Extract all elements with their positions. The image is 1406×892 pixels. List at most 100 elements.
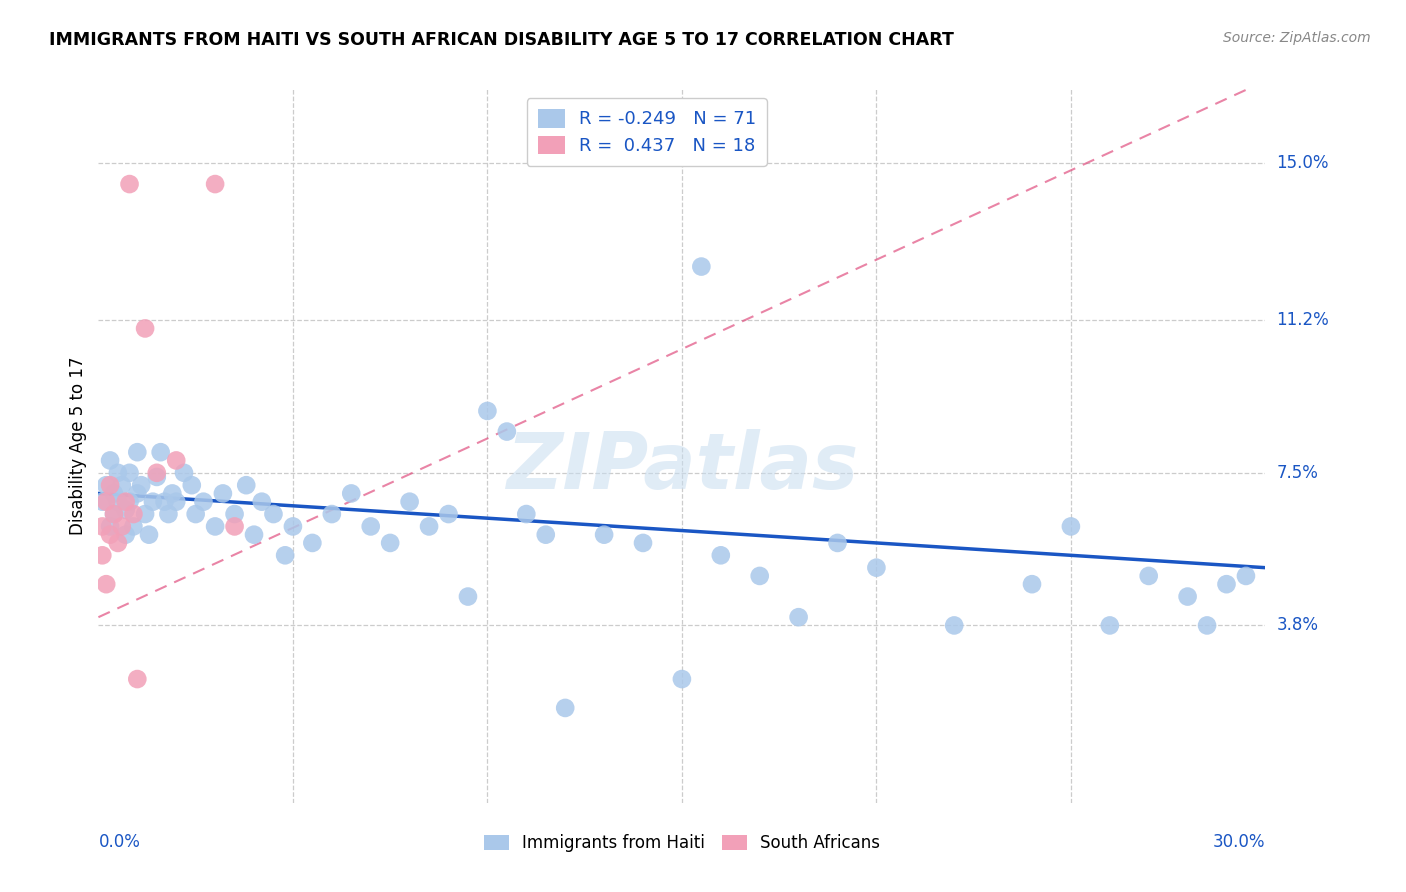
Point — [710, 549, 733, 563]
Point — [107, 466, 129, 480]
Point — [274, 549, 297, 563]
Text: 30.0%: 30.0% — [1213, 833, 1265, 851]
Text: IMMIGRANTS FROM HAITI VS SOUTH AFRICAN DISABILITY AGE 5 TO 17 CORRELATION CHART: IMMIGRANTS FROM HAITI VS SOUTH AFRICAN D… — [49, 31, 955, 49]
Point — [671, 672, 693, 686]
Point — [165, 453, 187, 467]
Point — [129, 478, 152, 492]
Point — [204, 519, 226, 533]
Point — [224, 519, 246, 533]
Point — [554, 701, 576, 715]
Point — [146, 466, 169, 480]
Point — [122, 519, 145, 533]
Point — [91, 494, 114, 508]
Point — [787, 610, 810, 624]
Point — [515, 507, 537, 521]
Point — [114, 527, 136, 541]
Point — [134, 507, 156, 521]
Point — [127, 445, 149, 459]
Point — [1021, 577, 1043, 591]
Y-axis label: Disability Age 5 to 17: Disability Age 5 to 17 — [69, 357, 87, 535]
Point — [149, 445, 172, 459]
Point — [943, 618, 966, 632]
Point — [1137, 569, 1160, 583]
Point — [122, 507, 145, 521]
Text: 3.8%: 3.8% — [1277, 616, 1319, 634]
Text: Source: ZipAtlas.com: Source: ZipAtlas.com — [1223, 31, 1371, 45]
Point — [262, 507, 284, 521]
Point — [534, 527, 557, 541]
Point — [142, 494, 165, 508]
Point — [437, 507, 460, 521]
Point — [593, 527, 616, 541]
Point — [173, 466, 195, 480]
Point — [193, 494, 215, 508]
Point — [98, 519, 121, 533]
Point — [114, 494, 136, 508]
Point — [1177, 590, 1199, 604]
Point — [103, 507, 125, 521]
Point — [91, 519, 114, 533]
Point — [457, 590, 479, 604]
Point — [1215, 577, 1237, 591]
Point — [127, 486, 149, 500]
Point — [865, 560, 887, 574]
Point — [107, 536, 129, 550]
Point — [631, 536, 654, 550]
Point — [98, 453, 121, 467]
Text: 0.0%: 0.0% — [98, 833, 141, 851]
Point — [321, 507, 343, 521]
Point — [224, 507, 246, 521]
Point — [96, 494, 118, 508]
Point — [235, 478, 257, 492]
Point — [98, 527, 121, 541]
Point — [748, 569, 770, 583]
Point — [98, 478, 121, 492]
Point — [103, 507, 125, 521]
Point — [281, 519, 304, 533]
Point — [96, 478, 118, 492]
Point — [477, 404, 499, 418]
Point — [153, 494, 176, 508]
Legend: Immigrants from Haiti, South Africans: Immigrants from Haiti, South Africans — [477, 828, 887, 859]
Point — [1234, 569, 1257, 583]
Point — [301, 536, 323, 550]
Point — [103, 486, 125, 500]
Point — [690, 260, 713, 274]
Point — [134, 321, 156, 335]
Text: 11.2%: 11.2% — [1277, 311, 1329, 329]
Text: 15.0%: 15.0% — [1277, 154, 1329, 172]
Point — [496, 425, 519, 439]
Point — [162, 486, 184, 500]
Point — [118, 177, 141, 191]
Point — [111, 519, 134, 533]
Point — [340, 486, 363, 500]
Point — [180, 478, 202, 492]
Point — [827, 536, 849, 550]
Point — [138, 527, 160, 541]
Point — [1195, 618, 1218, 632]
Point — [212, 486, 235, 500]
Text: ZIPatlas: ZIPatlas — [506, 429, 858, 506]
Point — [114, 503, 136, 517]
Point — [398, 494, 420, 508]
Point — [1098, 618, 1121, 632]
Point — [118, 466, 141, 480]
Point — [146, 470, 169, 484]
Point — [165, 494, 187, 508]
Point — [157, 507, 180, 521]
Point — [360, 519, 382, 533]
Point — [111, 478, 134, 492]
Point — [380, 536, 402, 550]
Point — [96, 577, 118, 591]
Point — [118, 494, 141, 508]
Point — [243, 527, 266, 541]
Point — [107, 494, 129, 508]
Point — [204, 177, 226, 191]
Point — [91, 549, 114, 563]
Point — [1060, 519, 1083, 533]
Text: 7.5%: 7.5% — [1277, 464, 1319, 482]
Point — [250, 494, 273, 508]
Point — [184, 507, 207, 521]
Point — [418, 519, 440, 533]
Point — [127, 672, 149, 686]
